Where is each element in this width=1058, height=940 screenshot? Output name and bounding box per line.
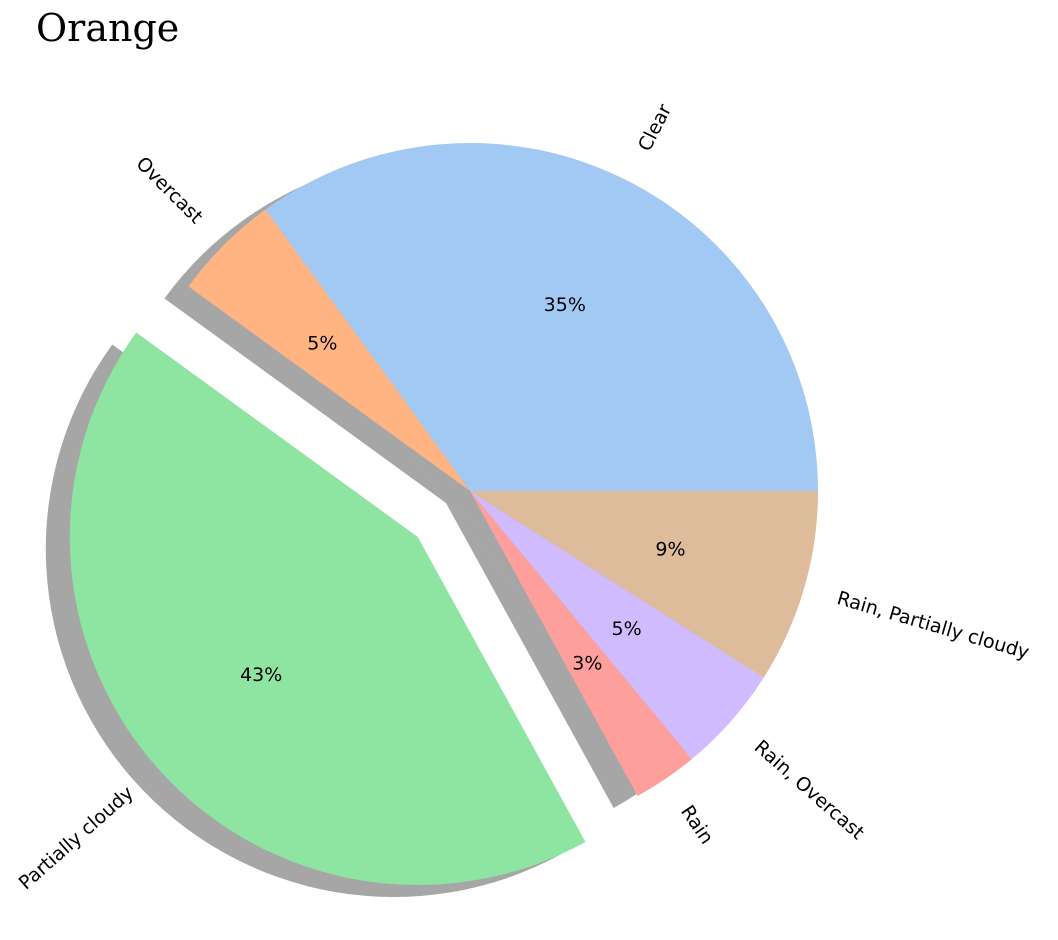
category-label-clear: Clear <box>634 100 676 154</box>
percent-label-layer: 35% 5% 43% 3% 5% 9% <box>240 294 686 686</box>
slice-partially-cloudy <box>69 332 586 886</box>
category-label-rain-overcast: Rain, Overcast <box>750 736 868 844</box>
slice-rain <box>470 491 692 796</box>
slice-clear <box>265 143 818 491</box>
percent-label-clear: 35% <box>544 294 586 316</box>
percent-label-rain-overcast: 5% <box>612 618 642 640</box>
slice-overcast <box>188 209 470 491</box>
percent-label-overcast: 5% <box>307 332 337 354</box>
category-label-rain-partially-cloudy: Rain, Partially cloudy <box>835 587 1032 664</box>
category-label-rain: Rain <box>676 801 718 848</box>
percent-label-partially-cloudy: 43% <box>240 664 282 686</box>
chart-title: Orange <box>36 6 180 50</box>
slice-rain-overcast <box>470 491 764 760</box>
category-label-overcast: Overcast <box>132 153 207 228</box>
percent-label-rain: 3% <box>572 653 602 675</box>
slice-rain-partially-cloudy <box>470 491 818 678</box>
percent-label-rain-partially-cloudy: 9% <box>655 538 685 560</box>
slice-layer <box>69 143 818 886</box>
category-label-partially-cloudy: Partially cloudy <box>15 782 138 894</box>
